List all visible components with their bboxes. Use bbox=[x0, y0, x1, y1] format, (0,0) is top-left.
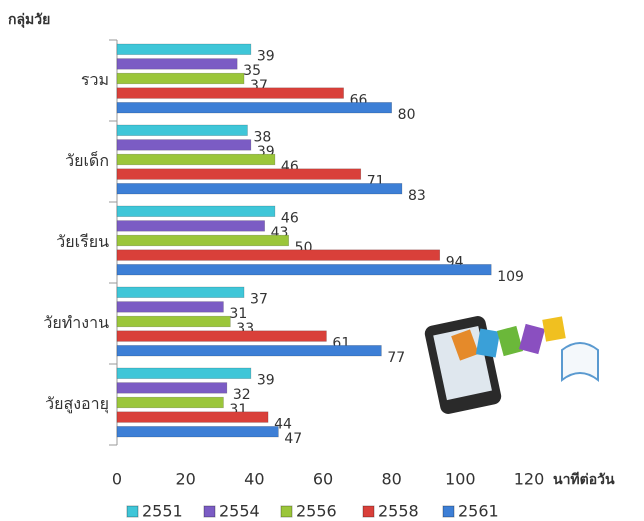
bar bbox=[116, 205, 276, 217]
bar bbox=[116, 72, 245, 85]
bar bbox=[116, 367, 252, 379]
bar bbox=[116, 234, 289, 247]
bar bbox=[116, 43, 252, 55]
value-label: 31 bbox=[229, 306, 247, 322]
value-label: 44 bbox=[274, 416, 292, 432]
y-tick-label: รวม bbox=[81, 70, 109, 89]
bar bbox=[116, 315, 231, 328]
x-tick-label: 0 bbox=[112, 470, 122, 489]
bar bbox=[116, 396, 224, 409]
value-label: 80 bbox=[398, 107, 416, 123]
bar bbox=[116, 382, 228, 394]
bar bbox=[116, 345, 382, 357]
bar bbox=[116, 286, 245, 298]
value-label: 39 bbox=[257, 49, 275, 65]
bar bbox=[116, 426, 279, 438]
bar bbox=[116, 264, 492, 276]
y-tick-label: วัยทำงาน bbox=[43, 313, 109, 332]
legend-label: 2551 bbox=[142, 502, 183, 521]
x-axis-label: นาทีต่อวัน bbox=[553, 472, 615, 488]
value-label: 37 bbox=[250, 292, 268, 308]
y-tick-label: วัยเรียน bbox=[56, 232, 109, 251]
legend-swatch bbox=[362, 505, 375, 518]
bar bbox=[116, 153, 276, 166]
bar bbox=[116, 249, 441, 261]
bar bbox=[116, 139, 252, 151]
bar bbox=[116, 411, 269, 423]
value-label: 77 bbox=[387, 350, 405, 366]
value-label: 39 bbox=[257, 373, 275, 389]
x-tick-label: 60 bbox=[313, 470, 333, 489]
legend-swatch bbox=[280, 505, 293, 518]
value-label: 46 bbox=[281, 211, 299, 227]
value-label: 32 bbox=[233, 387, 251, 403]
legend-label: 2556 bbox=[296, 502, 337, 521]
x-tick-label: 100 bbox=[445, 470, 476, 489]
y-tick-label: วัยสูงอายุ bbox=[45, 394, 109, 414]
legend-label: 2558 bbox=[378, 502, 419, 521]
x-tick-label: 120 bbox=[514, 470, 545, 489]
x-tick-label: 40 bbox=[244, 470, 264, 489]
value-label: 38 bbox=[253, 130, 271, 146]
bar bbox=[116, 87, 344, 99]
x-tick-label: 80 bbox=[381, 470, 401, 489]
value-label: 83 bbox=[408, 188, 426, 204]
legend-label: 2554 bbox=[219, 502, 260, 521]
illustration bbox=[424, 316, 599, 414]
bar bbox=[116, 301, 224, 313]
legend-swatch bbox=[442, 505, 455, 518]
bar bbox=[116, 168, 362, 180]
legend-label: 2561 bbox=[458, 502, 499, 521]
value-label: 109 bbox=[497, 269, 524, 285]
value-label: 35 bbox=[243, 63, 261, 79]
bar bbox=[116, 58, 238, 70]
legend-swatch bbox=[203, 505, 216, 518]
legend-swatch bbox=[126, 505, 139, 518]
bar bbox=[116, 102, 392, 114]
bar bbox=[116, 183, 403, 195]
value-label: 47 bbox=[284, 431, 302, 447]
x-tick-label: 20 bbox=[175, 470, 195, 489]
y-axis-label: กลุ่มวัย bbox=[8, 12, 50, 28]
bar bbox=[116, 330, 327, 342]
bar bbox=[116, 124, 248, 136]
bar bbox=[116, 220, 265, 232]
y-tick-label: วัยเด็ก bbox=[65, 150, 109, 170]
